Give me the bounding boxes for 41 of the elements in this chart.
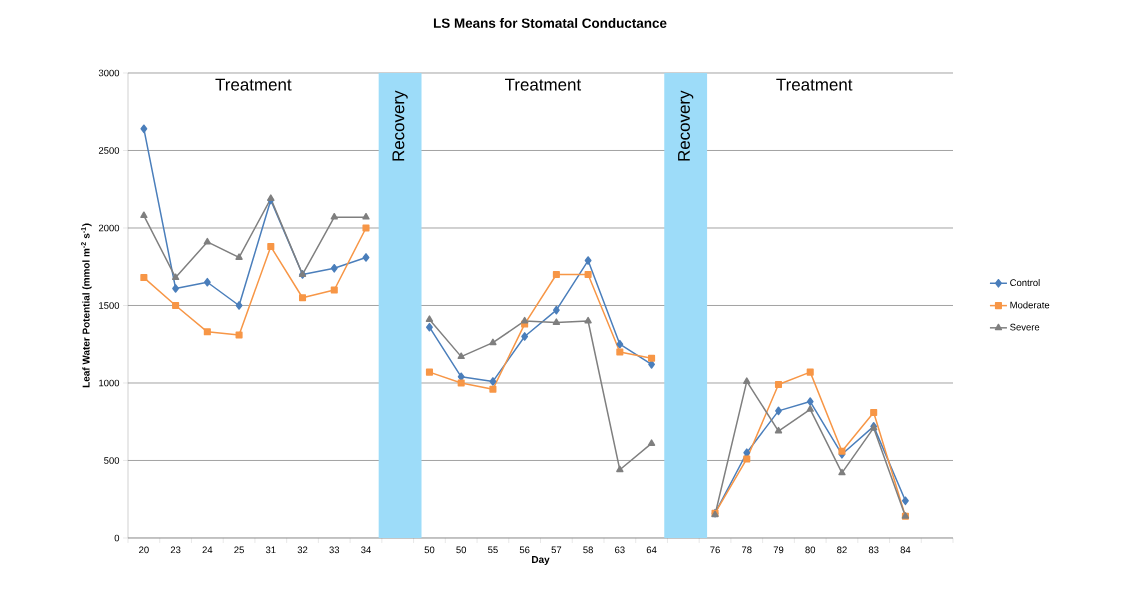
annotation: Treatment [776,78,853,91]
y-axis-title: Leaf Water Potential (mmol m$^{-2}$ s$^{-1}$) [81,223,92,388]
x-tick-label: 64 [646,546,657,554]
y-tick-label: 500 [104,457,120,464]
y-tick-label: 2500 [98,147,120,154]
y-tick-label: 2000 [98,224,120,232]
x-tick-label: 31 [265,546,276,554]
x-tick-label: 82 [837,546,847,554]
x-tick-label: 58 [583,546,593,554]
x-tick-label: 32 [297,546,308,554]
x-tick-label: 24 [202,546,213,554]
legend-label: Severe [1010,323,1040,331]
annotation: Treatment [504,78,582,91]
x-tick-label: 55 [488,546,498,554]
x-tick-label: 23 [170,546,181,554]
y-tick-label: 1500 [99,302,120,309]
band-label: Recovery [678,90,694,161]
x-tick-label: 20 [139,546,149,554]
x-tick-label: 25 [234,546,244,554]
x-tick-label: 50 [424,546,435,554]
x-tick-label: 50 [456,546,467,554]
x-tick-label: 34 [361,546,371,554]
x-tick-label: 78 [741,546,752,554]
legend-label: Control [1010,279,1040,287]
y-tick-label: 3000 [98,69,120,77]
x-tick-label: 63 [615,546,625,554]
x-tick-label: 57 [551,546,562,554]
x-tick-label: 56 [519,546,530,554]
x-tick-label: 80 [805,546,816,554]
legend-label: Moderate [1010,301,1050,309]
x-tick-label: 33 [329,546,340,554]
y-tick-label: 0 [114,534,120,542]
band-label: Recovery [392,90,408,161]
y-tick-label: 1000 [99,379,120,387]
x-tick-label: 83 [868,546,879,554]
annotation: Treatment [215,78,292,91]
x-axis-title: Day [532,556,550,565]
x-tick-label: 84 [900,546,911,554]
chart-title: LS Means for Stomatal Conductance [433,18,667,28]
x-tick-label: 76 [710,546,720,554]
x-tick-label: 79 [773,546,784,554]
